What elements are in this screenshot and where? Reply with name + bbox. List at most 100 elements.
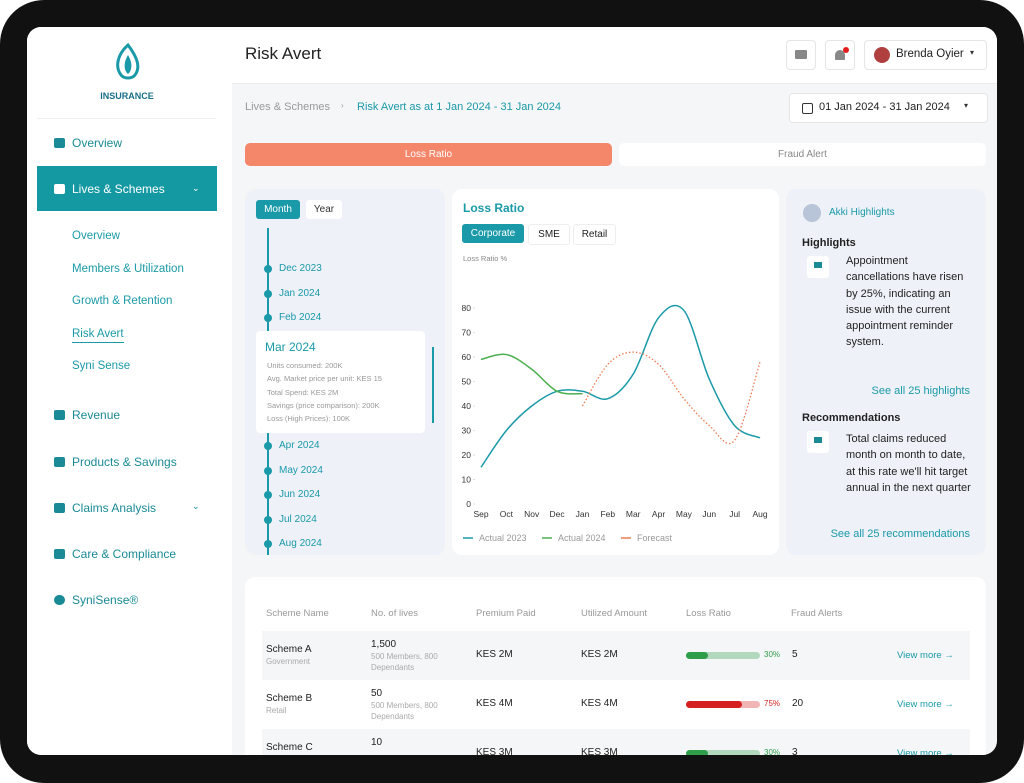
x-tick-label: Oct <box>500 509 514 519</box>
schemes-table: Scheme Name No. of lives Premium Paid Utili… <box>245 577 986 755</box>
filter-active[interactable]: Corporate <box>462 224 524 243</box>
flag-icon <box>807 431 829 453</box>
x-tick-label: Jul <box>729 509 740 519</box>
brand: INSURANCE <box>100 91 154 101</box>
insights-panel: Akki Highlights Highlights Appointment c… <box>786 189 986 555</box>
table-row <box>262 631 970 680</box>
flag-icon <box>807 256 829 278</box>
y-tick-label: 80 <box>462 303 472 313</box>
month-label[interactable]: May 2024 <box>279 464 323 476</box>
month-label[interactable]: Jul 2024 <box>279 513 317 525</box>
timeline-dot <box>264 491 272 499</box>
highlight-text: Appointment cancellations have risen by … <box>846 255 964 349</box>
view-more-link[interactable]: View more → <box>897 650 954 661</box>
fraud-alerts: 3 <box>792 747 798 755</box>
subnav-item[interactable]: Growth & Retention <box>72 295 173 307</box>
series-line <box>480 353 583 395</box>
loss-ratio-track <box>686 750 760 755</box>
premium-paid: KES 4M <box>476 698 513 709</box>
nav-item[interactable]: Overview <box>72 136 123 150</box>
recommendation-text: Total claims reduced month on month to d… <box>846 433 971 494</box>
premium-paid: KES 2M <box>476 649 513 660</box>
timeline-dot <box>264 289 272 298</box>
nav-item[interactable]: Care & Compliance <box>72 547 177 561</box>
highlights-link[interactable]: See all 25 highlights <box>871 385 970 397</box>
user-menu[interactable] <box>864 40 987 70</box>
month-card <box>256 331 425 433</box>
scheme-type: Government <box>266 657 311 666</box>
column-header: Scheme Name <box>266 608 329 619</box>
x-tick-label: Dec <box>550 509 566 519</box>
nav-item[interactable]: Claims Analysis <box>72 501 157 515</box>
logo <box>116 42 140 80</box>
screen: INSURANCE Overview Lives & Schemes ⌄ Ove… <box>27 27 997 755</box>
tab-active[interactable]: Loss Ratio <box>245 143 612 166</box>
mode-button[interactable]: Year <box>306 200 342 219</box>
x-tick-label: Sep <box>473 509 488 519</box>
y-tick-label: 50 <box>462 377 472 387</box>
filter[interactable]: Retail <box>573 224 616 245</box>
timeline-dot <box>264 466 272 475</box>
page-title: Risk Avert <box>245 44 322 63</box>
month-label[interactable]: Dec 2023 <box>279 263 322 274</box>
scheme-name: Scheme A <box>266 644 312 655</box>
y-tick-label: 10 <box>462 475 472 485</box>
loss-ratio-bar <box>686 701 742 708</box>
month-label[interactable]: Jun 2024 <box>279 489 321 500</box>
nav-icon <box>54 549 65 559</box>
nav-icon <box>54 595 65 605</box>
mode-button-active[interactable]: Month <box>256 200 300 219</box>
filter[interactable]: SME <box>528 224 570 245</box>
x-tick-label: Jun <box>702 509 716 519</box>
divider <box>37 118 216 119</box>
nav-icon <box>54 410 65 420</box>
date-picker[interactable] <box>789 93 988 123</box>
recommendations-link[interactable]: See all 25 recommendations <box>830 528 970 540</box>
month-label[interactable]: Jan 2024 <box>279 287 321 299</box>
notification-button[interactable] <box>825 40 855 70</box>
legend-label: Forecast <box>637 533 673 543</box>
chevron: ⌄ <box>192 501 200 511</box>
x-tick-label: Aug <box>752 509 767 519</box>
chat-button[interactable] <box>786 40 816 70</box>
month-label-active[interactable]: Mar 2024 <box>265 340 316 354</box>
series-line <box>581 351 761 445</box>
y-axis-label: Loss Ratio % <box>463 254 508 263</box>
tab[interactable]: Fraud Alert <box>619 143 986 166</box>
subnav-item[interactable]: Overview <box>72 230 120 242</box>
lives-detail: 500 Members, 800 Dependants <box>371 701 438 721</box>
breadcrumb-item[interactable]: Lives & Schemes <box>245 101 330 113</box>
loss-ratio-track <box>686 652 760 659</box>
month-detail: Savings (price comparison): 200K <box>267 400 380 410</box>
month-label[interactable]: Aug 2024 <box>279 538 322 549</box>
nav-icon <box>54 184 65 194</box>
table-row <box>262 680 970 729</box>
date-range: 01 Jan 2024 - 31 Jan 2024 <box>819 101 950 113</box>
loss-ratio-bar <box>686 750 709 755</box>
fraud-alerts: 20 <box>792 698 804 709</box>
breadcrumb-separator: › <box>341 101 344 110</box>
y-tick-label: 30 <box>462 426 472 436</box>
nav-item[interactable]: SyniSense® <box>72 593 139 607</box>
nav-item[interactable]: Products & Savings <box>72 455 177 469</box>
subnav-item[interactable]: Syni Sense <box>72 360 131 372</box>
subnav-item-active[interactable]: Risk Avert <box>72 326 124 343</box>
nav-active[interactable] <box>37 166 217 211</box>
nav-item[interactable]: Lives & Schemes <box>72 182 165 196</box>
nav-icon <box>54 138 65 148</box>
view-more-link[interactable]: View more → <box>897 748 954 755</box>
sidebar: INSURANCE Overview Lives & Schemes ⌄ Ove… <box>27 27 232 755</box>
month-label[interactable]: Apr 2024 <box>279 440 320 451</box>
timeline-dot <box>264 442 272 450</box>
timeline-dot <box>264 515 272 524</box>
subnav-item[interactable]: Members & Utilization <box>72 263 184 275</box>
view-more-link[interactable]: View more → <box>897 699 954 710</box>
insights-title: Akki Highlights <box>829 207 895 218</box>
nav-item[interactable]: Revenue <box>72 408 121 422</box>
month-label[interactable]: Feb 2024 <box>279 312 322 323</box>
chart: 0 10 20 30 40 50 60 70 80 Sep Oct Nov Dec Jan Feb Mar Ap… <box>462 303 768 543</box>
column-header: Fraud Alerts <box>791 608 843 619</box>
loss-ratio-label: 75% <box>764 699 781 708</box>
column-header: Loss Ratio <box>686 608 731 619</box>
